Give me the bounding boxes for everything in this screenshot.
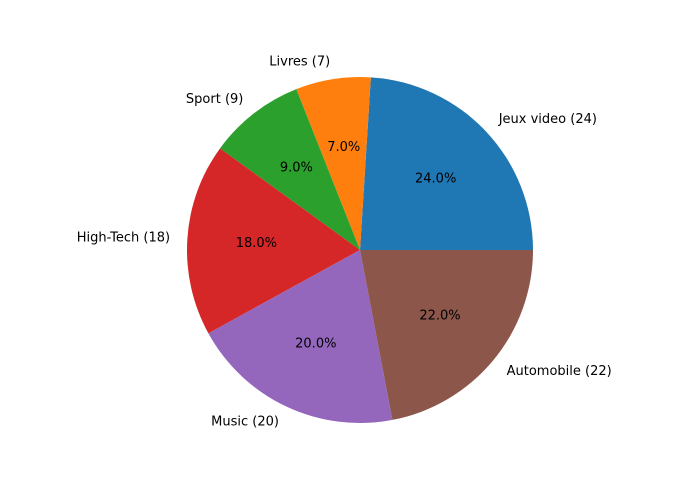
slice-labels: Jeux video (24) Livres (7) Sport (9) High-T… — [77, 55, 612, 430]
slice-label-livres: Livres (7) — [269, 55, 330, 70]
pie-slice-sport — [220, 89, 360, 250]
percent-label-automobile: 22.0% — [419, 309, 460, 324]
pie-slice-high-tech — [186, 148, 360, 334]
percent-label-livres: 7.0% — [327, 140, 360, 155]
pie-slice-livres — [296, 77, 371, 251]
percent-label-sport: 9.0% — [280, 160, 313, 175]
pie-slice-automobile — [360, 250, 533, 420]
slice-label-automobile: Automobile (22) — [507, 364, 612, 379]
pie-slice-jeux-video — [360, 77, 533, 251]
slice-label-music: Music (20) — [211, 415, 279, 430]
pie-slices — [186, 77, 533, 423]
slice-label-jeux-video: Jeux video (24) — [498, 112, 597, 127]
percent-label-high-tech: 18.0% — [236, 236, 277, 251]
slice-label-sport: Sport (9) — [186, 92, 243, 107]
percent-label-jeux-video: 24.0% — [415, 171, 456, 186]
slice-label-high-tech: High-Tech (18) — [77, 231, 170, 246]
percent-labels: 24.0% 7.0% 9.0% 18.0% 20.0% 22.0% — [236, 140, 461, 351]
pie-slice-music — [208, 250, 393, 423]
percent-label-music: 20.0% — [295, 336, 336, 351]
